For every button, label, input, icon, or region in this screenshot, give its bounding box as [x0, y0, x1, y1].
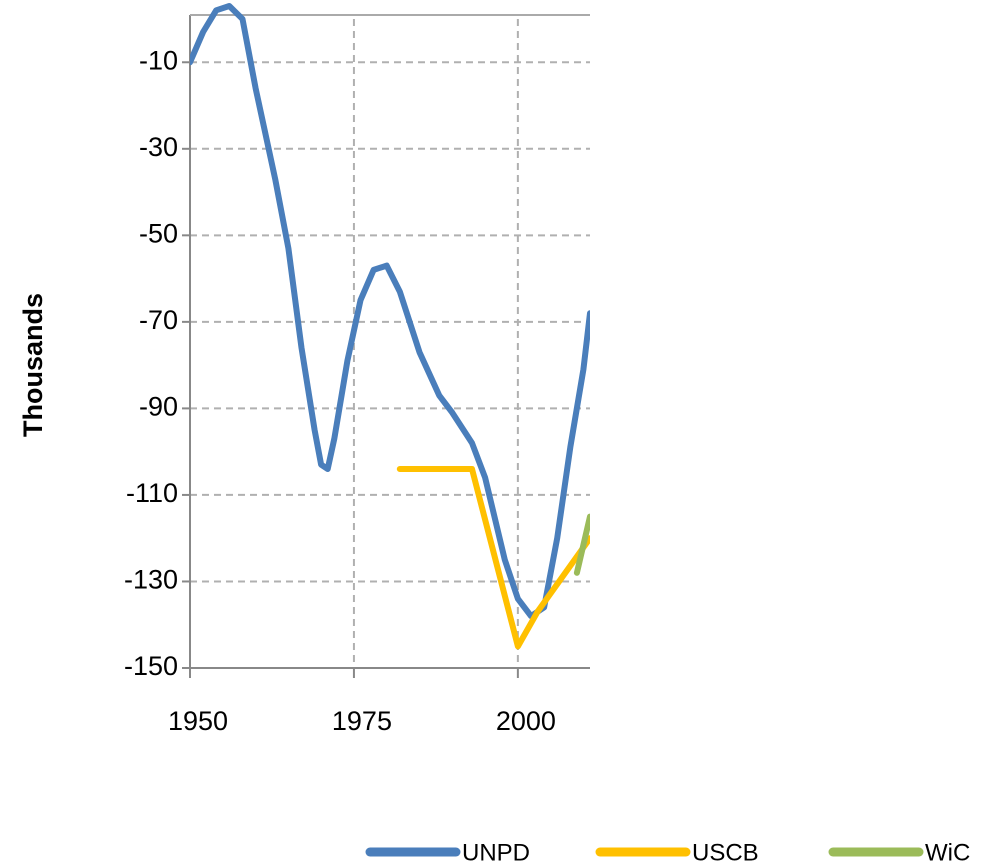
y-tick-label: -130: [124, 565, 178, 595]
plot-area: [190, 3, 590, 650]
series-line: [190, 3, 590, 620]
y-tick-label: -30: [139, 132, 178, 162]
y-tick-label: -110: [126, 478, 178, 508]
y-tick-label: -50: [139, 218, 178, 248]
x-tick-label: 2000: [496, 706, 556, 736]
y-axis-label: Thousands: [18, 293, 48, 437]
x-tick-label: 1950: [168, 706, 228, 736]
y-tick-label: -90: [139, 392, 178, 422]
x-tick-label: 1975: [332, 706, 392, 736]
y-tick-label: -70: [139, 305, 178, 335]
legend-label: USCB: [692, 839, 759, 866]
series-line: [396, 466, 590, 650]
y-tick-label: -150: [124, 651, 178, 681]
legend-label: WiC: [925, 839, 970, 866]
y-tick-label: -10: [139, 45, 178, 75]
legend-label: UNPD: [462, 839, 530, 866]
series-line: [573, 513, 590, 576]
